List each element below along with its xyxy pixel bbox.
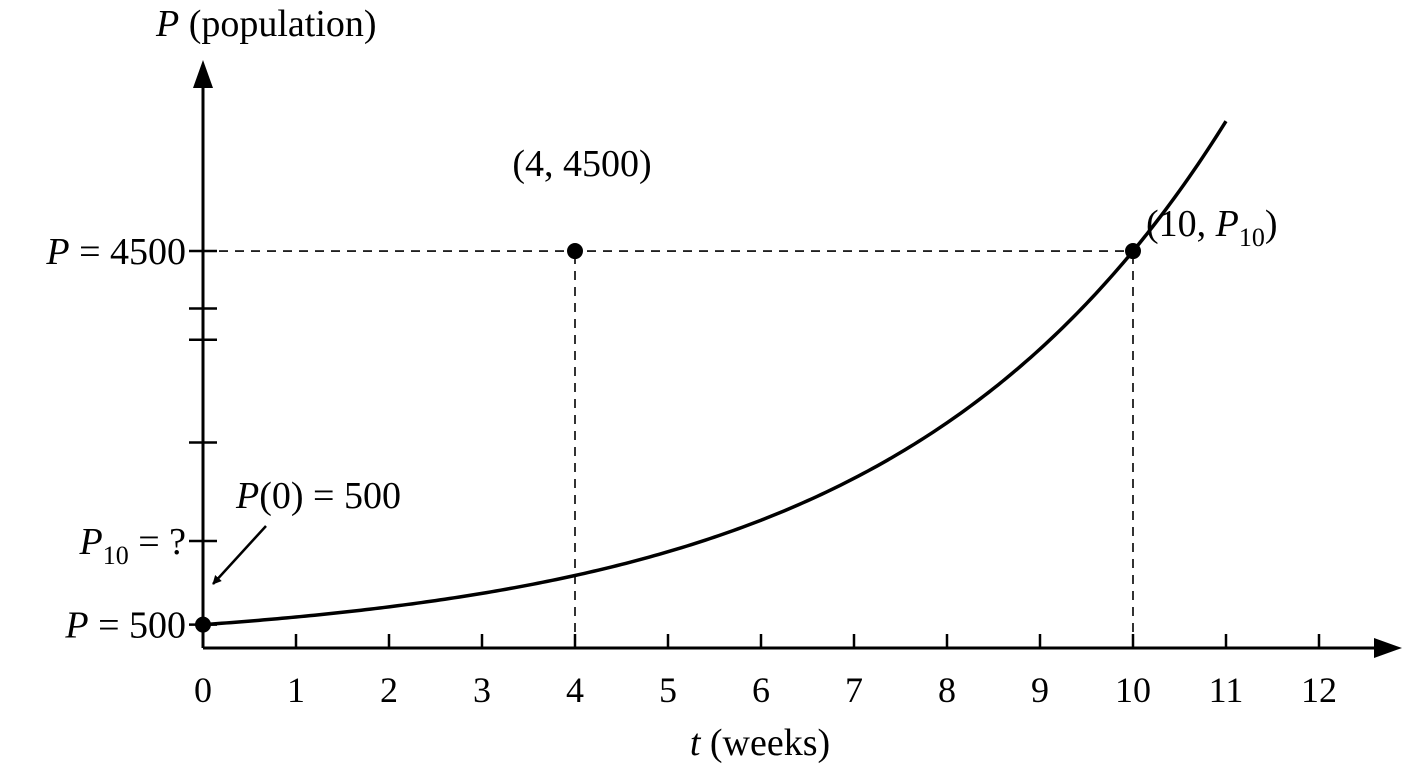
x-tick-label: 11 bbox=[1209, 670, 1244, 710]
initial-value-label: P(0) = 500 bbox=[235, 475, 401, 517]
x-tick-label: 12 bbox=[1301, 670, 1337, 710]
x-tick-label: 1 bbox=[287, 670, 305, 710]
y-tick-label: P = 500 bbox=[64, 605, 186, 647]
x-tick-label: 3 bbox=[473, 670, 491, 710]
x-tick-label: 10 bbox=[1115, 670, 1151, 710]
y-tick-label: P = 4500 bbox=[45, 231, 186, 273]
x-tick-label: 4 bbox=[566, 670, 584, 710]
y-tick-labels: P = 500 P10 = ? P = 4500 bbox=[45, 231, 186, 647]
x-tick-label: 7 bbox=[845, 670, 863, 710]
x-tick-label: 8 bbox=[938, 670, 956, 710]
data-point bbox=[567, 243, 583, 260]
y-axis-arrow-icon bbox=[193, 60, 213, 88]
y-axis-title: P (population) bbox=[155, 3, 377, 45]
x-tick-label: 0 bbox=[194, 670, 212, 710]
x-axis-arrow-icon bbox=[1374, 638, 1402, 658]
point-10-label: (10, P10) bbox=[1146, 203, 1278, 252]
x-tick-label: 9 bbox=[1031, 670, 1049, 710]
x-axis-title: t (weeks) bbox=[690, 722, 830, 764]
guide-lines bbox=[203, 250, 1134, 648]
x-tick-label: 5 bbox=[659, 670, 677, 710]
x-tick-label: 2 bbox=[380, 670, 398, 710]
x-tick-labels: 0 1 2 3 4 5 6 7 8 9 10 11 12 bbox=[194, 670, 1337, 710]
y-tick-label: P10 = ? bbox=[78, 521, 186, 570]
initial-value-arrow bbox=[212, 525, 267, 585]
point-4-label: (4, 4500) bbox=[512, 143, 651, 185]
data-point bbox=[1125, 243, 1141, 260]
series-curve bbox=[202, 120, 1228, 627]
x-ticks bbox=[294, 634, 1321, 648]
data-points bbox=[195, 243, 1141, 633]
x-tick-label: 6 bbox=[752, 670, 770, 710]
data-point bbox=[195, 616, 211, 633]
